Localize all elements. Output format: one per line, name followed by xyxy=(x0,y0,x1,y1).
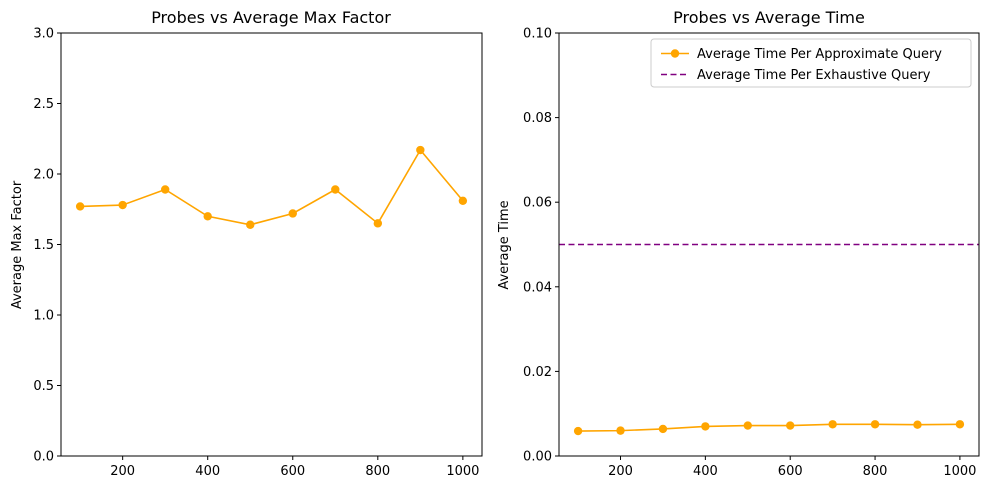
series-0 xyxy=(573,420,965,436)
y-tick-label: 1.0 xyxy=(33,309,54,324)
data-point xyxy=(160,185,170,194)
x-tick-label: 800 xyxy=(863,464,888,479)
data-point xyxy=(658,424,668,434)
y-axis-label: Average Time xyxy=(497,200,512,289)
series-0 xyxy=(75,145,468,229)
data-point xyxy=(458,196,468,205)
y-tick-label: 0.04 xyxy=(523,280,552,295)
legend-item: Average Time Per Exhaustive Query xyxy=(661,68,931,83)
y-tick-label: 0.02 xyxy=(523,365,552,380)
data-point xyxy=(701,422,710,431)
data-point xyxy=(331,185,340,194)
data-point xyxy=(786,421,795,430)
data-point xyxy=(203,212,212,221)
chart-title: Probes vs Average Time xyxy=(673,8,865,27)
y-tick-label: 0.06 xyxy=(523,196,552,211)
data-point xyxy=(288,209,297,218)
y-tick-label: 0.0 xyxy=(33,450,54,465)
x-tick-label: 800 xyxy=(365,464,390,479)
y-tick-label: 2.5 xyxy=(33,97,54,112)
y-tick-label: 1.5 xyxy=(33,238,54,253)
legend-label: Average Time Per Approximate Query xyxy=(697,47,942,62)
y-tick-label: 2.0 xyxy=(33,168,54,183)
x-tick-label: 400 xyxy=(195,464,220,479)
legend-item: Average Time Per Approximate Query xyxy=(661,47,942,62)
max-factor-chart: Probes vs Average Max Factor Average Max… xyxy=(10,8,483,479)
legend: Average Time Per Approximate Query Averag… xyxy=(650,38,972,88)
time-chart: Probes vs Average Time Average Time 200 4… xyxy=(497,8,980,479)
legend-label: Average Time Per Exhaustive Query xyxy=(697,68,931,83)
y-tick-label: 0.5 xyxy=(33,379,54,394)
data-point xyxy=(573,426,583,436)
legend-swatch-marker xyxy=(670,49,680,58)
series-line xyxy=(578,423,960,432)
legend-box xyxy=(650,38,972,88)
x-tick-label: 1000 xyxy=(446,464,479,479)
x-tick-label: 600 xyxy=(280,464,305,479)
x-tick-label: 1000 xyxy=(943,464,976,479)
x-tick-label: 400 xyxy=(693,464,718,479)
data-point xyxy=(913,420,922,429)
data-point xyxy=(955,420,965,429)
data-point xyxy=(75,202,85,211)
y-tick-label: 0.10 xyxy=(523,27,552,42)
data-point xyxy=(828,420,837,429)
data-point xyxy=(118,200,127,210)
x-tick-label: 200 xyxy=(608,464,633,479)
data-point xyxy=(373,219,383,228)
data-point xyxy=(616,426,625,435)
data-point xyxy=(246,220,255,229)
x-tick-label: 600 xyxy=(778,464,803,479)
y-tick-label: 3.0 xyxy=(33,27,54,42)
data-point xyxy=(416,145,425,155)
y-tick-label: 0.00 xyxy=(523,450,552,465)
y-axis-label: Average Max Factor xyxy=(10,180,25,309)
data-point xyxy=(870,420,880,429)
y-tick-label: 0.08 xyxy=(523,111,552,126)
data-point xyxy=(743,421,752,430)
series-line xyxy=(80,148,464,226)
x-tick-label: 200 xyxy=(110,464,135,479)
plot-frame xyxy=(558,32,980,457)
chart-title: Probes vs Average Max Factor xyxy=(151,8,391,27)
